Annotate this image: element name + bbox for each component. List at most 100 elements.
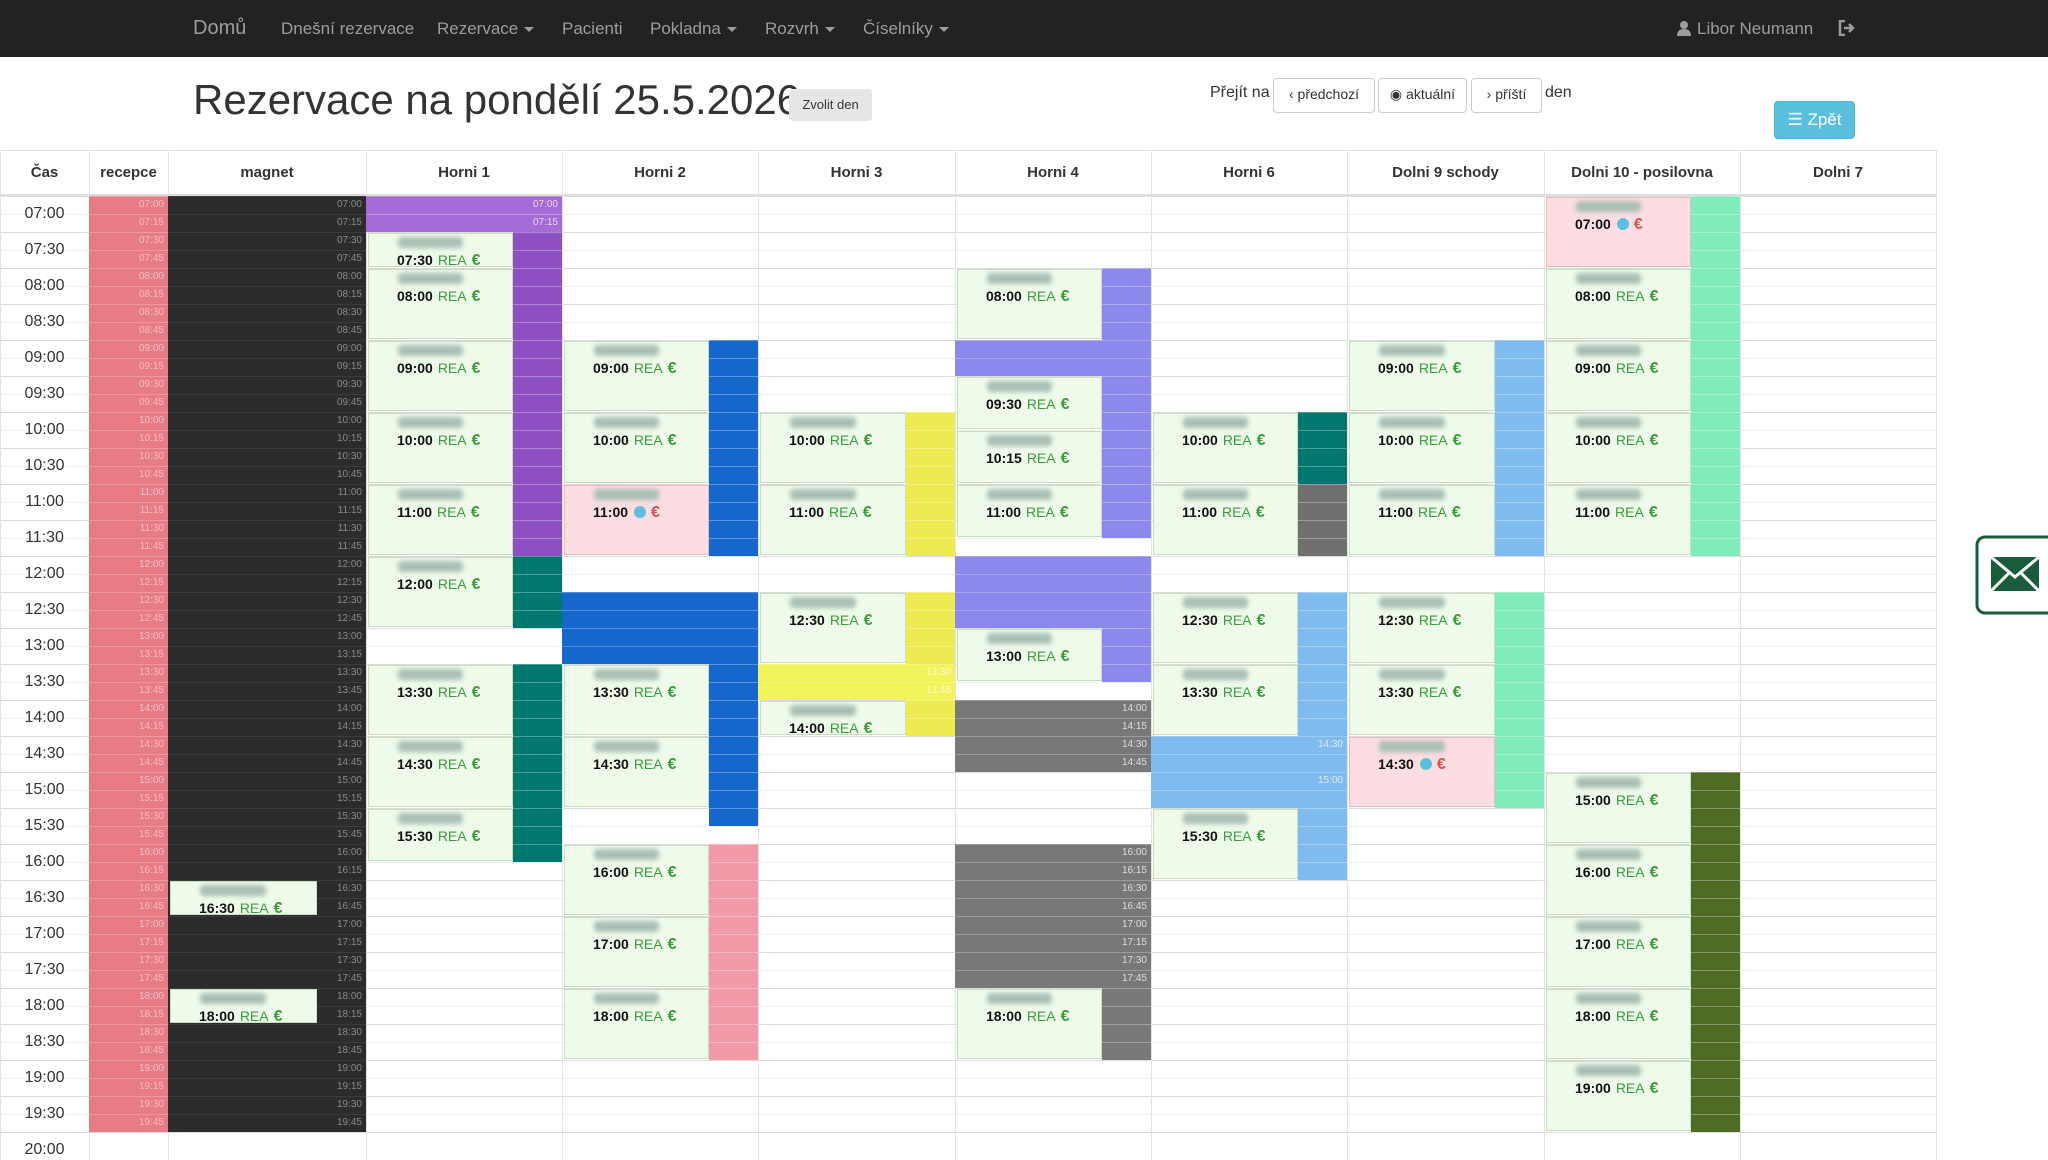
- reservation[interactable]: 13:30 REA €: [368, 665, 513, 735]
- reservation[interactable]: 10:00 REA €: [1546, 413, 1691, 483]
- reservation[interactable]: 11:00 €: [564, 485, 709, 555]
- quarter-line: [1495, 448, 1544, 449]
- reservation[interactable]: 10:00 REA €: [1153, 413, 1298, 483]
- reservation[interactable]: 13:30 REA €: [564, 665, 709, 735]
- occupied-strip: [1102, 628, 1151, 682]
- reservation[interactable]: 10:00 REA €: [368, 413, 513, 483]
- reservation-info: 11:00 €: [593, 503, 660, 521]
- next-button[interactable]: › příští: [1471, 78, 1542, 113]
- reservation[interactable]: 09:00 REA €: [1349, 341, 1495, 411]
- reservation[interactable]: 09:00 REA €: [564, 341, 709, 411]
- mail-button[interactable]: [1975, 535, 2048, 615]
- choose-day-button[interactable]: Zvolit den: [789, 89, 872, 121]
- nav-item[interactable]: Číselníky: [863, 0, 949, 57]
- reservation[interactable]: 19:00 REA €: [1546, 1061, 1691, 1131]
- nav-item[interactable]: Pacienti: [562, 19, 623, 38]
- reservation[interactable]: 16:30 REA €: [170, 881, 317, 917]
- reservation[interactable]: 08:00 REA €: [957, 269, 1102, 339]
- reservation[interactable]: 09:00 REA €: [1546, 341, 1691, 411]
- nav-item[interactable]: Pokladna: [650, 0, 737, 57]
- reservation[interactable]: 11:00 REA €: [957, 485, 1102, 537]
- reservation[interactable]: 15:30 REA €: [1153, 809, 1298, 879]
- user-name[interactable]: Libor Neumann: [1697, 19, 1814, 38]
- reservation[interactable]: 18:00 REA €: [957, 989, 1102, 1059]
- quarter-label: 17:45: [1121, 973, 1147, 984]
- quarter-line: [168, 376, 366, 377]
- reservation-info: 18:00 REA €: [199, 1007, 283, 1025]
- reservation[interactable]: 14:30 €: [1349, 737, 1495, 807]
- quarter-line: [513, 556, 562, 557]
- reservation[interactable]: 16:00 REA €: [1546, 845, 1691, 915]
- reservation[interactable]: 13:30 REA €: [1153, 665, 1298, 735]
- reservation[interactable]: 09:30 REA €: [957, 377, 1102, 429]
- quarter-line: [709, 1024, 758, 1025]
- patient-name-blurred: [200, 993, 266, 1004]
- reservation-time: 11:00: [593, 504, 629, 520]
- reservation[interactable]: 15:30 REA €: [368, 809, 513, 861]
- reservation[interactable]: 14:30 REA €: [564, 737, 709, 807]
- reservation[interactable]: 10:15 REA €: [957, 431, 1102, 483]
- reservation[interactable]: 10:00 REA €: [1349, 413, 1495, 483]
- occupied-strip: [1298, 592, 1347, 736]
- current-button[interactable]: ◉ aktuální: [1378, 78, 1467, 113]
- nav-item[interactable]: Dnešní rezervace: [281, 19, 415, 38]
- reservation-time: 18:00: [593, 1008, 629, 1024]
- reservation[interactable]: 14:30 REA €: [368, 737, 513, 807]
- reservation[interactable]: 09:00 REA €: [368, 341, 513, 411]
- reservation[interactable]: 12:30 REA €: [1349, 593, 1495, 663]
- reservation[interactable]: 17:00 REA €: [564, 917, 709, 987]
- quarter-line: [1691, 970, 1740, 971]
- quarter-line: [1102, 502, 1151, 503]
- reservation[interactable]: 07:30 REA €: [368, 233, 513, 269]
- reservation-time: 13:30: [593, 684, 629, 700]
- reservation-tag: REA: [1418, 612, 1448, 628]
- nav-item[interactable]: Rozvrh: [765, 0, 835, 57]
- reservation[interactable]: 18:00 REA €: [1546, 989, 1691, 1059]
- back-button[interactable]: ☰ Zpět: [1774, 101, 1855, 139]
- quarter-line: [168, 394, 366, 395]
- quarter-line: [1298, 718, 1347, 719]
- payment-status: €: [1649, 936, 1659, 953]
- reservation[interactable]: 11:00 REA €: [1546, 485, 1691, 555]
- brand[interactable]: Domů: [193, 17, 247, 39]
- nav-item[interactable]: Rezervace: [437, 0, 534, 57]
- reservation[interactable]: 12:00 REA €: [368, 557, 513, 627]
- quarter-line: [89, 988, 168, 989]
- reservation[interactable]: 11:00 REA €: [368, 485, 513, 555]
- reservation[interactable]: 12:30 REA €: [760, 593, 906, 663]
- reservation[interactable]: 13:00 REA €: [957, 629, 1102, 681]
- column-header: recepce: [100, 164, 157, 181]
- quarter-line: [168, 880, 366, 881]
- payment-status: €: [1452, 360, 1462, 377]
- reservation[interactable]: 14:00 REA €: [760, 701, 906, 737]
- quarter-line: [89, 358, 168, 359]
- reservation[interactable]: 16:00 REA €: [564, 845, 709, 915]
- reservation[interactable]: 07:00 €: [1546, 197, 1691, 267]
- reservation[interactable]: 08:00 REA €: [1546, 269, 1691, 339]
- reservation[interactable]: 13:30 REA €: [1349, 665, 1495, 735]
- reservation[interactable]: 12:30 REA €: [1153, 593, 1298, 663]
- reservation[interactable]: 11:00 REA €: [760, 485, 906, 555]
- prev-button[interactable]: ‹ předchozí: [1273, 78, 1375, 113]
- reservation[interactable]: 10:00 REA €: [564, 413, 709, 483]
- reservation-info: 16:00 REA €: [593, 863, 677, 881]
- quarter-line: [89, 322, 168, 323]
- quarter-line: [906, 466, 955, 467]
- reservation[interactable]: 17:00 REA €: [1546, 917, 1691, 987]
- quarter-label: 14:00: [336, 703, 362, 714]
- reservation[interactable]: 11:00 REA €: [1153, 485, 1298, 555]
- reservation[interactable]: 11:00 REA €: [1349, 485, 1495, 555]
- quarter-label: 07:30: [138, 235, 164, 246]
- patient-name-blurred: [987, 633, 1052, 644]
- reservation-time: 16:00: [1575, 864, 1611, 880]
- reservation-time: 19:00: [1575, 1080, 1611, 1096]
- logout-icon[interactable]: [1838, 20, 1856, 36]
- reservation[interactable]: 08:00 REA €: [368, 269, 513, 339]
- quarter-label: 19:45: [336, 1117, 362, 1128]
- quarter-line: [89, 466, 168, 467]
- reservation[interactable]: 15:00 REA €: [1546, 773, 1691, 843]
- reservation[interactable]: 18:00 REA €: [170, 989, 317, 1025]
- quarter-line: [1495, 502, 1544, 503]
- reservation[interactable]: 18:00 REA €: [564, 989, 709, 1059]
- reservation[interactable]: 10:00 REA €: [760, 413, 906, 483]
